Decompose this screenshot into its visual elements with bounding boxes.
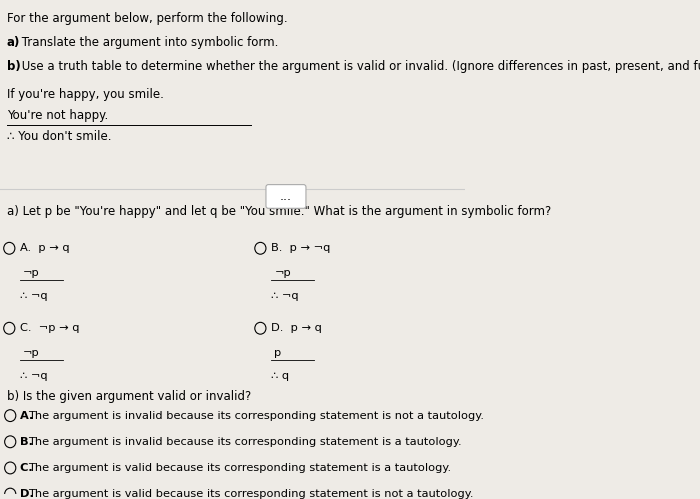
Text: You're not happy.: You're not happy.: [7, 109, 108, 122]
Text: The argument is valid because its corresponding statement is a tautology.: The argument is valid because its corres…: [28, 463, 451, 473]
Text: ∴ ¬q: ∴ ¬q: [20, 371, 47, 381]
Text: D.  p → q: D. p → q: [271, 323, 321, 333]
Text: ∴ q: ∴ q: [271, 371, 288, 381]
Text: ∴ You don't smile.: ∴ You don't smile.: [7, 130, 111, 143]
Text: B.: B.: [20, 437, 41, 447]
Text: For the argument below, perform the following.: For the argument below, perform the foll…: [7, 12, 288, 25]
Text: a): a): [7, 36, 20, 49]
Text: Use a truth table to determine whether the argument is valid or invalid. (Ignore: Use a truth table to determine whether t…: [18, 60, 700, 73]
FancyBboxPatch shape: [266, 185, 306, 208]
Text: The argument is valid because its corresponding statement is not a tautology.: The argument is valid because its corres…: [28, 489, 473, 499]
Text: C.  ¬p → q: C. ¬p → q: [20, 323, 79, 333]
Text: ¬p: ¬p: [274, 267, 291, 277]
Text: C.: C.: [20, 463, 41, 473]
Text: p: p: [274, 347, 281, 357]
Text: A.: A.: [20, 411, 41, 421]
Text: ¬p: ¬p: [23, 347, 40, 357]
Text: The argument is invalid because its corresponding statement is a tautology.: The argument is invalid because its corr…: [28, 437, 461, 447]
Text: A.  p → q: A. p → q: [20, 244, 69, 253]
Text: ∴ ¬q: ∴ ¬q: [271, 291, 298, 301]
Text: ∴ ¬q: ∴ ¬q: [20, 291, 47, 301]
Text: If you're happy, you smile.: If you're happy, you smile.: [7, 88, 164, 101]
Text: b) Is the given argument valid or invalid?: b) Is the given argument valid or invali…: [7, 390, 251, 403]
Text: D.: D.: [20, 489, 41, 499]
Text: ¬p: ¬p: [23, 267, 40, 277]
Text: b): b): [7, 60, 21, 73]
Text: ...: ...: [280, 190, 292, 203]
Text: B.  p → ¬q: B. p → ¬q: [271, 244, 330, 253]
Text: The argument is invalid because its corresponding statement is not a tautology.: The argument is invalid because its corr…: [28, 411, 484, 421]
Text: a) Let p be "You're happy" and let q be "You smile." What is the argument in sym: a) Let p be "You're happy" and let q be …: [7, 205, 551, 218]
Text: Translate the argument into symbolic form.: Translate the argument into symbolic for…: [18, 36, 279, 49]
